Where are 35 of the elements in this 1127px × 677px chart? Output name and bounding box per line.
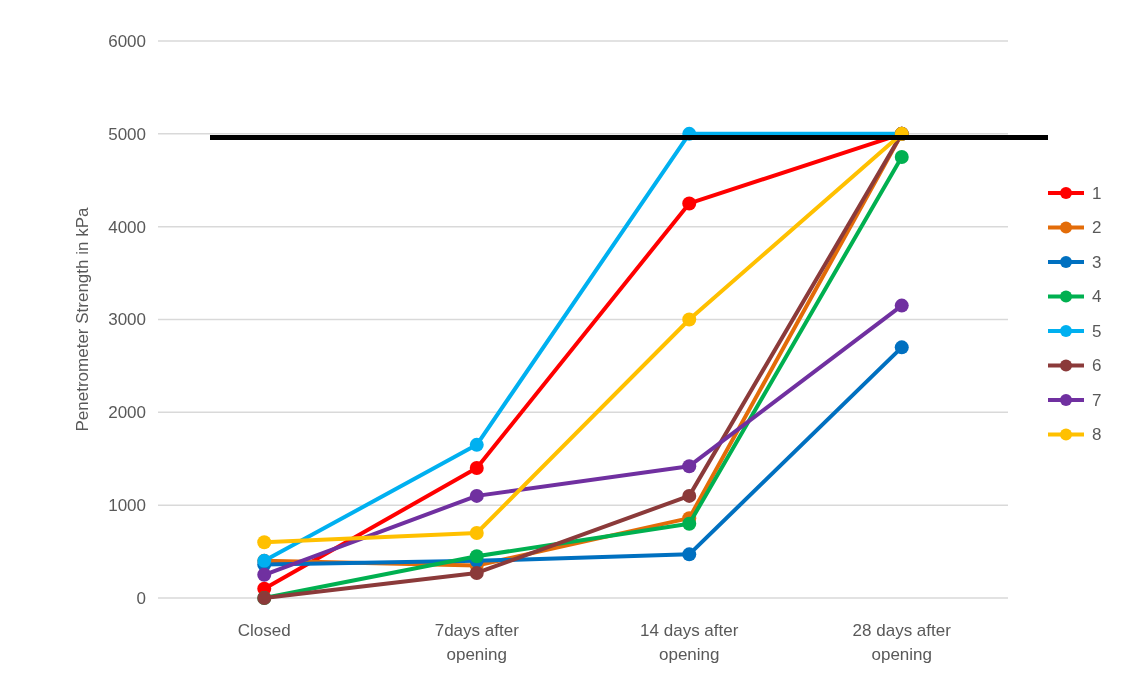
- y-tick-label: 6000: [108, 31, 146, 51]
- y-tick-label: 0: [136, 588, 146, 608]
- point: [469, 461, 484, 476]
- legend-label: 4: [1092, 287, 1102, 307]
- point: [469, 526, 484, 541]
- y-tick-label: 5000: [108, 124, 146, 144]
- legend-label: 5: [1092, 321, 1102, 341]
- point: [894, 150, 909, 165]
- point: [469, 437, 484, 452]
- y-tick-label: 4000: [108, 217, 146, 237]
- y-axis-title: Penetrometer Strength in kPa: [73, 206, 92, 432]
- point: [682, 459, 697, 474]
- y-tick-label: 2000: [108, 403, 146, 423]
- point: [894, 340, 909, 355]
- legend-label: 1: [1092, 183, 1102, 203]
- legend-label: 7: [1092, 390, 1102, 410]
- y-tick-label: 1000: [108, 496, 146, 516]
- point: [682, 196, 697, 211]
- point: [257, 567, 272, 582]
- x-tick-label: 28 days after opening: [852, 621, 952, 664]
- point: [682, 488, 697, 503]
- point: [682, 516, 697, 531]
- point: [894, 298, 909, 313]
- legend-label: 3: [1092, 252, 1102, 272]
- x-tick-label: Closed: [237, 621, 291, 640]
- point: [257, 535, 272, 550]
- point: [682, 312, 697, 327]
- x-tick-label: 14 days after opening: [640, 621, 739, 664]
- legend-label: 2: [1092, 218, 1102, 238]
- legend-label: 8: [1092, 425, 1102, 445]
- x-tick-label: 7days after opening: [434, 621, 520, 664]
- point: [469, 488, 484, 503]
- point: [682, 547, 697, 562]
- y-tick-label: 3000: [108, 310, 146, 330]
- legend-label: 6: [1092, 356, 1102, 376]
